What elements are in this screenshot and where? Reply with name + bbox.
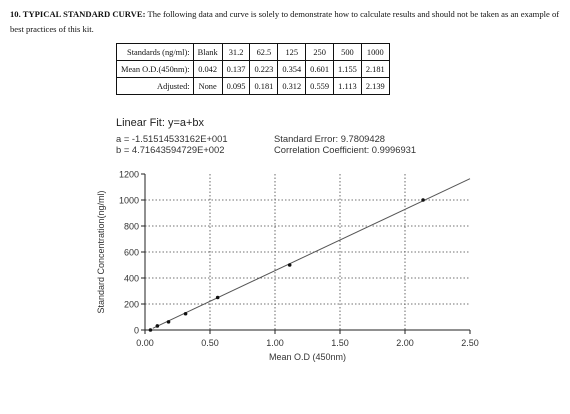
y-tick-label: 200: [124, 300, 139, 310]
x-tick-label: 0.50: [201, 338, 219, 348]
table-cell: 0.042: [192, 60, 223, 78]
section-heading: 10. TYPICAL STANDARD CURVE: The followin…: [10, 7, 566, 37]
fit-title: Linear Fit: y=a+bx: [116, 117, 205, 129]
table-row: Adjusted: None 0.095 0.181 0.312 0.559 1.113 2.…: [116, 77, 390, 95]
fit-coefficient-a: a = -1.51514533162E+001: [116, 133, 228, 144]
x-tick-label: 0.00: [136, 338, 154, 348]
fit-coefficient-b: b = 4.71643594729E+002: [116, 144, 225, 155]
table-cell: 2.139: [360, 77, 390, 95]
x-tick-label: 1.00: [266, 338, 284, 348]
section-heading-lead: 10. TYPICAL STANDARD CURVE:: [10, 9, 146, 19]
fit-correlation: Correlation Coefficient: 0.9996931: [274, 144, 417, 155]
y-tick-label: 800: [124, 222, 139, 232]
data-point: [287, 263, 292, 267]
y-tick-label: 600: [124, 248, 139, 258]
x-tick-label: 2.00: [396, 338, 414, 348]
data-point: [155, 324, 160, 328]
x-tick-label: 1.50: [331, 338, 349, 348]
y-axis-label: Standard Concentration(ng/ml): [96, 190, 106, 313]
standards-table: Standards (ng/ml): Blank 31.2 62.5 125 250 500…: [116, 43, 390, 95]
x-tick-label: 2.50: [461, 338, 479, 348]
data-point: [183, 311, 188, 316]
y-tick-label: 0: [134, 326, 139, 336]
section-heading-body: The following data and curve is solely t…: [10, 9, 560, 34]
fit-standard-error: Standard Error: 9.7809428: [274, 133, 386, 144]
fit-line: [152, 178, 471, 329]
x-axis-label: Mean O.D (450nm): [269, 352, 346, 362]
data-point: [421, 198, 425, 202]
data-point: [215, 295, 220, 300]
y-tick-label: 400: [124, 274, 139, 284]
table-cell: None: [192, 77, 223, 95]
data-point: [148, 328, 153, 332]
table-cell: 0.559: [305, 77, 335, 95]
table-row: Mean O.D.(450nm): 0.042 0.137 0.223 0.354 0.6…: [116, 60, 390, 78]
standards-table-body: Standards (ng/ml): Blank 31.2 62.5 125 250 500…: [116, 43, 390, 95]
data-point: [166, 320, 171, 324]
y-tick-label: 1000: [119, 196, 139, 206]
y-tick-label: 1200: [119, 170, 139, 180]
